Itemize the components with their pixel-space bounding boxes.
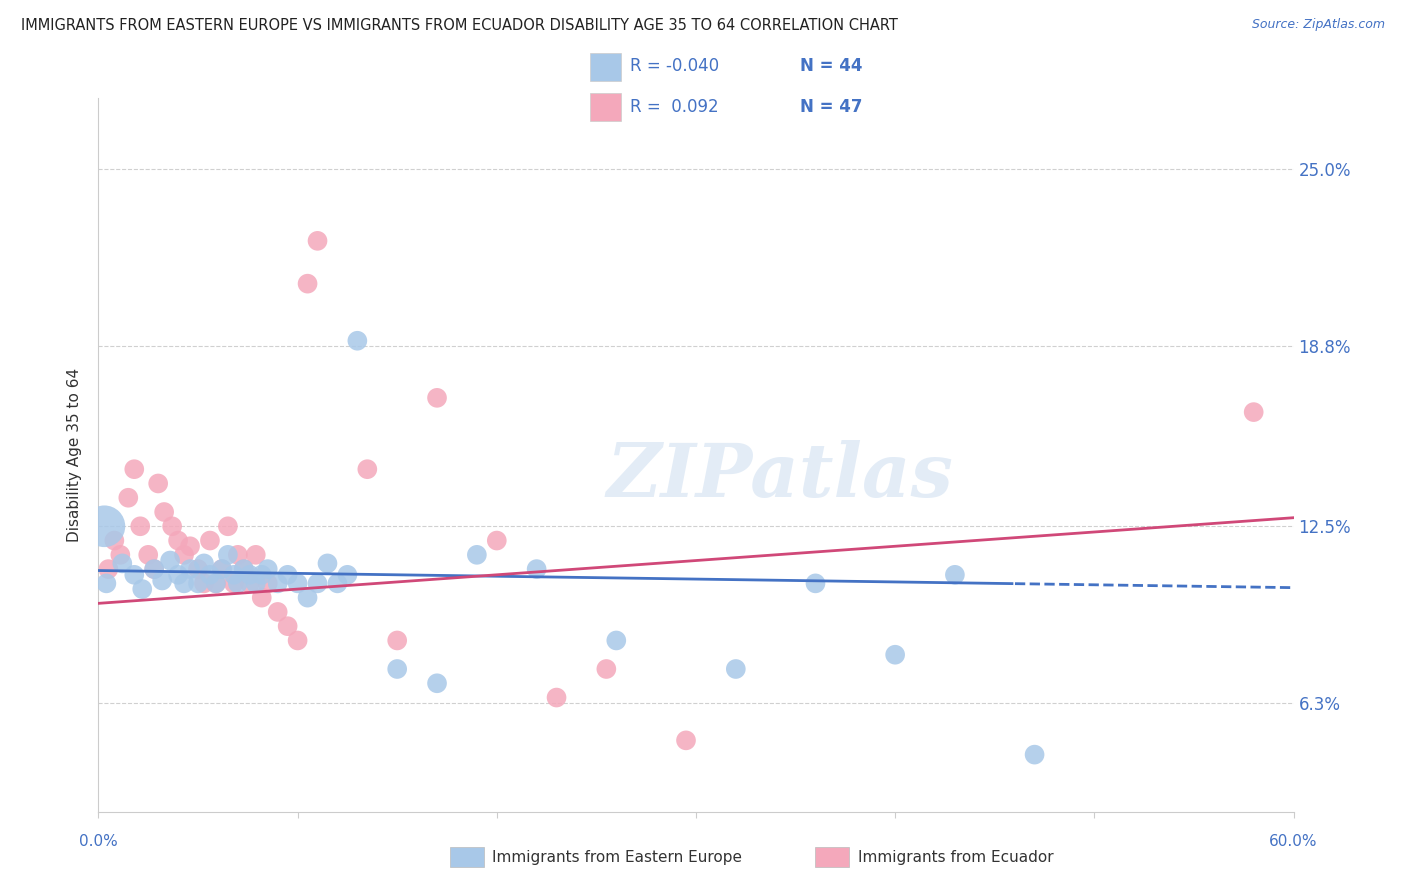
Text: 0.0%: 0.0% [79, 834, 118, 849]
Point [526, 562, 548, 576]
Point [256, 576, 278, 591]
Point [326, 576, 349, 591]
Point [211, 562, 233, 576]
Point [136, 548, 159, 562]
Point [232, 562, 254, 576]
Point [217, 548, 239, 562]
FancyBboxPatch shape [589, 94, 620, 120]
Point [239, 567, 262, 582]
Point [143, 562, 166, 576]
Point [205, 576, 228, 591]
Point [884, 648, 907, 662]
Point [804, 576, 827, 591]
Point [179, 539, 201, 553]
Point [96, 576, 118, 591]
Point [222, 576, 245, 591]
Text: 60.0%: 60.0% [1270, 834, 1317, 849]
Point [150, 574, 173, 588]
Point [546, 690, 568, 705]
Point [336, 567, 359, 582]
Point [256, 562, 278, 576]
Point [316, 557, 339, 571]
Text: Immigrants from Eastern Europe: Immigrants from Eastern Europe [492, 850, 742, 864]
Point [605, 633, 627, 648]
Point [250, 591, 273, 605]
Point [277, 567, 299, 582]
Point [297, 277, 319, 291]
Y-axis label: Disability Age 35 to 64: Disability Age 35 to 64 [67, 368, 83, 542]
Point [148, 476, 170, 491]
Point [239, 576, 262, 591]
Point [205, 576, 228, 591]
Point [426, 676, 449, 690]
Point [124, 567, 146, 582]
Point [198, 533, 221, 548]
Point [250, 567, 273, 582]
Text: R =  0.092: R = 0.092 [630, 98, 718, 116]
Point [245, 576, 267, 591]
Point [187, 576, 209, 591]
Point [426, 391, 449, 405]
Point [193, 576, 215, 591]
Point [297, 591, 319, 605]
Point [485, 533, 508, 548]
Point [1243, 405, 1265, 419]
Text: N = 47: N = 47 [800, 98, 862, 116]
Point [385, 662, 409, 676]
Point [217, 519, 239, 533]
Point [307, 234, 329, 248]
Point [117, 491, 139, 505]
Text: R = -0.040: R = -0.040 [630, 57, 718, 75]
Point [93, 519, 115, 533]
Point [267, 576, 290, 591]
Point [267, 605, 290, 619]
Point [193, 557, 215, 571]
FancyBboxPatch shape [589, 54, 620, 80]
Point [1024, 747, 1046, 762]
Point [110, 548, 132, 562]
Point [167, 567, 190, 582]
Point [277, 619, 299, 633]
Text: IMMIGRANTS FROM EASTERN EUROPE VS IMMIGRANTS FROM ECUADOR DISABILITY AGE 35 TO 6: IMMIGRANTS FROM EASTERN EUROPE VS IMMIGR… [21, 18, 898, 33]
Point [131, 582, 153, 596]
Point [179, 562, 201, 576]
Point [173, 548, 195, 562]
Point [724, 662, 747, 676]
Text: Immigrants from Ecuador: Immigrants from Ecuador [858, 850, 1053, 864]
Point [385, 633, 409, 648]
Point [124, 462, 146, 476]
Point [675, 733, 697, 747]
Point [226, 576, 249, 591]
Point [226, 548, 249, 562]
Point [187, 562, 209, 576]
Point [159, 553, 181, 567]
Text: Source: ZipAtlas.com: Source: ZipAtlas.com [1251, 18, 1385, 31]
Point [211, 562, 233, 576]
Text: ZIPatlas: ZIPatlas [606, 440, 953, 513]
Point [153, 505, 176, 519]
Point [198, 567, 221, 582]
Point [103, 533, 125, 548]
Point [465, 548, 488, 562]
Point [160, 519, 183, 533]
Point [307, 576, 329, 591]
Point [232, 562, 254, 576]
Point [287, 576, 309, 591]
Point [245, 548, 267, 562]
Point [97, 562, 120, 576]
Text: N = 44: N = 44 [800, 57, 862, 75]
Point [111, 557, 134, 571]
Point [287, 633, 309, 648]
Point [167, 533, 190, 548]
Point [356, 462, 378, 476]
Point [943, 567, 966, 582]
Point [595, 662, 617, 676]
Point [346, 334, 368, 348]
Point [143, 562, 166, 576]
Point [222, 567, 245, 582]
Point [129, 519, 152, 533]
Point [173, 576, 195, 591]
